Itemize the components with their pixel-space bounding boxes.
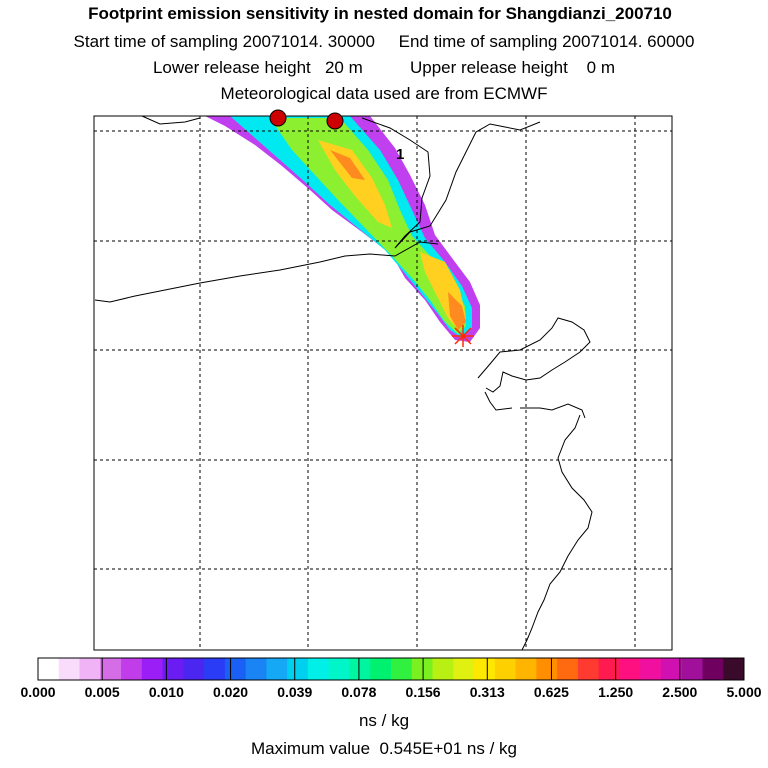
plume-higher-sensitivity — [270, 118, 466, 334]
release-height-line: Lower release height 20 m Upper release … — [152, 58, 616, 77]
map-frame — [93, 115, 673, 651]
colorbar-segment — [640, 658, 662, 680]
plume-high-sensitivity — [318, 140, 466, 330]
colorbar-segment — [577, 658, 600, 680]
coastlines — [94, 115, 593, 651]
colorbar-segment — [494, 658, 517, 680]
coastline-north — [141, 115, 201, 125]
colorbar-unit-label: ns / kg — [358, 711, 410, 730]
colorbar-segment — [391, 658, 413, 680]
colorbar-tick-label: 1.250 — [598, 684, 634, 700]
colorbar-segment — [660, 658, 683, 680]
release-site-star-icon — [452, 325, 474, 347]
colorbar-segment — [38, 658, 60, 680]
colorbar-segment — [432, 658, 454, 680]
colorbar-segment — [307, 658, 330, 680]
footprint-plume — [205, 116, 480, 342]
colorbar-segment — [245, 658, 267, 680]
colorbar-segment — [349, 658, 371, 680]
colorbar-segment — [453, 658, 475, 680]
colorbar-segment — [141, 658, 164, 680]
colorbar-segment — [183, 658, 205, 680]
colorbar-segment — [162, 658, 184, 680]
colorbar-segment — [681, 658, 703, 680]
colorbar-segment — [474, 658, 496, 680]
colorbar-dividers — [37, 658, 745, 680]
sampling-time-line: Start time of sampling 20071014. 30000 E… — [73, 32, 695, 51]
coastline-east-2 — [520, 403, 586, 419]
colorbar-tick-label: 0.039 — [277, 684, 313, 700]
maximum-value-label: Maximum value 0.545E+01 ns / kg — [251, 739, 517, 758]
plume-peak-sensitivity — [330, 150, 466, 330]
colorbar-segment — [121, 658, 143, 680]
colorbar-tick-label: 0.625 — [533, 684, 569, 700]
colorbar-segment — [204, 658, 226, 680]
receptor-location-marker — [326, 112, 344, 130]
coastline-peninsula — [477, 317, 591, 393]
coastline-lower — [484, 391, 513, 411]
coastline-east — [521, 414, 593, 651]
colorbar-segment — [619, 658, 641, 680]
colorbar-tick-label: 0.078 — [341, 684, 377, 700]
plot-title: Footprint emission sensitivity in nested… — [88, 4, 672, 23]
colorbar-segment — [266, 658, 288, 680]
colorbar-segment — [702, 658, 724, 680]
colorbar-segment — [411, 658, 434, 680]
colorbar-segment — [224, 658, 247, 680]
site-label: 1 — [396, 146, 404, 163]
colorbar-segment — [79, 658, 101, 680]
colorbar-tick-label: 0.313 — [469, 684, 505, 700]
colorbar-segment — [328, 658, 350, 680]
colorbar-tick-label: 5.000 — [726, 684, 762, 700]
colorbar-segment — [515, 658, 537, 680]
colorbar-tick-label: 2.500 — [662, 684, 698, 700]
colorbar-segment — [536, 658, 558, 680]
lat-lon-grid — [94, 116, 672, 650]
colorbar-segment — [100, 658, 122, 680]
colorbar-segment — [557, 658, 579, 680]
receptor-location-marker — [269, 109, 287, 127]
coastline-bay — [94, 241, 439, 303]
colorbar — [38, 658, 745, 680]
colorbar-tick-label: 0.005 — [84, 684, 120, 700]
colorbar-tick-label: 0.000 — [20, 684, 56, 700]
colorbar-segment — [370, 658, 392, 680]
colorbar-tick-label: 0.156 — [405, 684, 441, 700]
colorbar-tick-label: 0.020 — [213, 684, 249, 700]
met-data-line: Meteorological data used are from ECMWF — [220, 84, 548, 103]
colorbar-segment — [598, 658, 620, 680]
colorbar-segment — [58, 658, 81, 680]
colorbar-tick-label: 0.010 — [148, 684, 184, 700]
colorbar-segment — [723, 658, 745, 680]
colorbar-segment — [287, 658, 309, 680]
